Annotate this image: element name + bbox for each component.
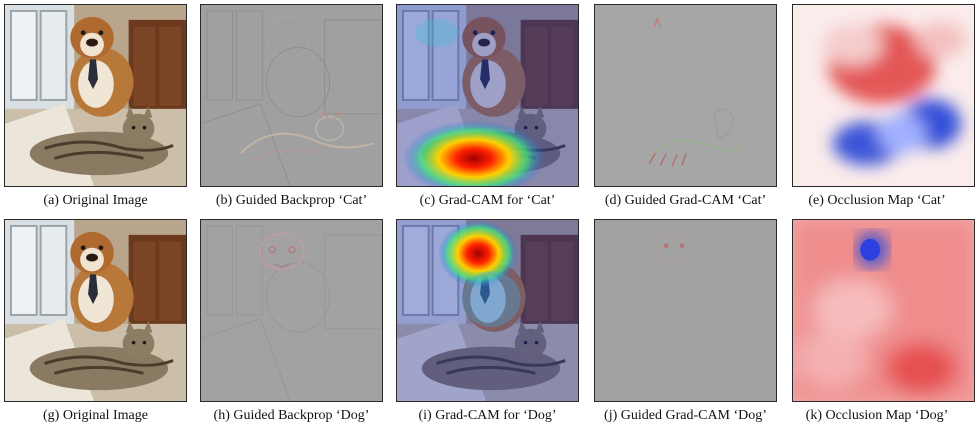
panel-guided-gradcam-cat bbox=[594, 4, 777, 187]
caption-d: (d) Guided Grad-CAM ‘Cat’ bbox=[604, 193, 767, 208]
original-photo-dog bbox=[5, 220, 186, 401]
gradcam-heatmap-dog bbox=[397, 220, 578, 401]
caption-c: (c) Grad-CAM for ‘Cat’ bbox=[419, 193, 556, 208]
occlusion-map-dog bbox=[793, 220, 974, 401]
panel-guided-backprop-dog bbox=[200, 219, 383, 402]
panel-guided-backprop-cat bbox=[200, 4, 383, 187]
panel-gradcam-cat bbox=[396, 4, 579, 187]
caption-b: (b) Guided Backprop ‘Cat’ bbox=[215, 193, 368, 208]
panel-gradcam-dog bbox=[396, 219, 579, 402]
panel-original-image-cat bbox=[4, 4, 187, 187]
caption-e: (e) Occlusion Map ‘Cat’ bbox=[808, 193, 946, 208]
gradcam-heatmap-cat bbox=[397, 5, 578, 186]
occlusion-map-cat bbox=[793, 5, 974, 186]
caption-h: (h) Guided Backprop ‘Dog’ bbox=[213, 408, 370, 423]
panel-original-image-dog bbox=[4, 219, 187, 402]
caption-g: (g) Original Image bbox=[43, 408, 148, 423]
guided-backprop-map-dog bbox=[201, 220, 382, 401]
panel-occlusion-dog bbox=[792, 219, 975, 402]
caption-j: (j) Guided Grad-CAM ‘Dog’ bbox=[604, 408, 767, 423]
caption-a: (a) Original Image bbox=[43, 193, 148, 208]
guided-backprop-map-cat bbox=[201, 5, 382, 186]
caption-k: (k) Occlusion Map ‘Dog’ bbox=[805, 408, 949, 423]
caption-i: (i) Grad-CAM for ‘Dog’ bbox=[418, 408, 557, 423]
guided-gradcam-map-cat bbox=[595, 5, 776, 186]
panel-guided-gradcam-dog bbox=[594, 219, 777, 402]
panel-occlusion-cat bbox=[792, 4, 975, 187]
original-photo-cat bbox=[5, 5, 186, 186]
guided-gradcam-map-dog bbox=[595, 220, 776, 401]
